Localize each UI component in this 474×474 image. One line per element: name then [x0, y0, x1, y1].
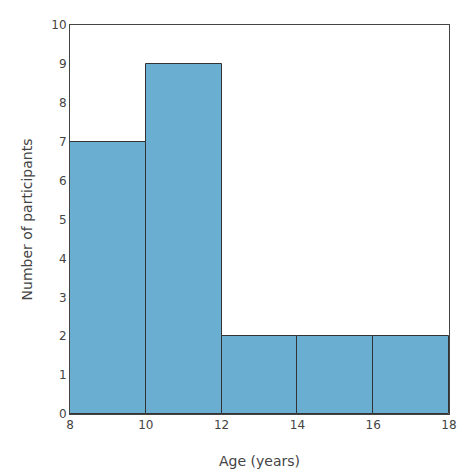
svg-text:3: 3: [59, 291, 67, 305]
svg-text:12: 12: [214, 418, 229, 432]
svg-text:0: 0: [59, 407, 67, 421]
svg-text:5: 5: [59, 213, 67, 227]
svg-text:8: 8: [66, 418, 74, 432]
svg-text:Number of participants: Number of participants: [19, 139, 35, 301]
svg-text:6: 6: [59, 174, 67, 188]
svg-text:16: 16: [366, 418, 381, 432]
svg-text:18: 18: [441, 418, 456, 432]
svg-text:10: 10: [138, 418, 153, 432]
svg-text:2: 2: [59, 329, 67, 343]
svg-text:4: 4: [59, 252, 67, 266]
svg-text:7: 7: [59, 135, 67, 149]
svg-text:10: 10: [51, 18, 66, 32]
svg-text:Age (years): Age (years): [219, 453, 300, 469]
svg-text:9: 9: [59, 57, 67, 71]
svg-text:14: 14: [290, 418, 305, 432]
svg-text:8: 8: [59, 96, 67, 110]
svg-text:1: 1: [59, 368, 67, 382]
